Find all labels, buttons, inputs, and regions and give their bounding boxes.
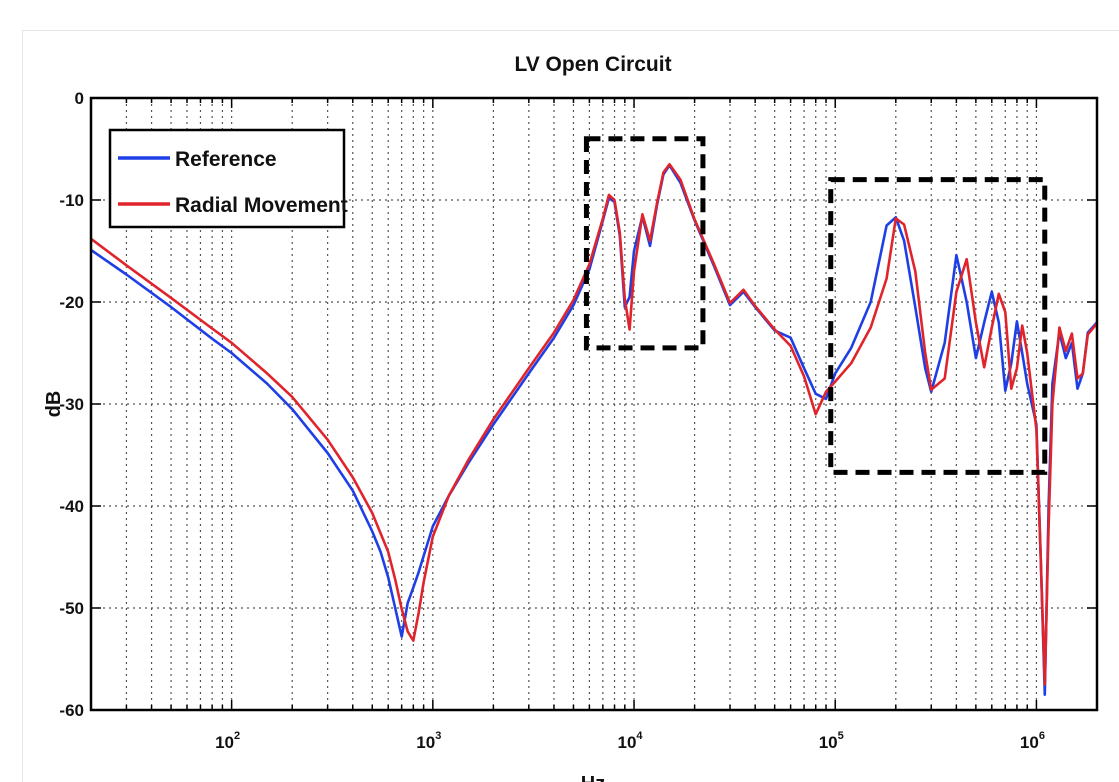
y-tick-label: -30	[59, 395, 84, 414]
tick-marks	[90, 97, 1098, 711]
y-tick-label: -20	[59, 293, 84, 312]
y-tick-label: 0	[75, 89, 84, 108]
x-tick-label: 103	[416, 730, 441, 752]
legend-box	[108, 128, 346, 229]
y-axis-label: dB	[43, 391, 65, 418]
series-line-radial-movement	[90, 163, 1099, 686]
x-axis-label: Hz	[581, 773, 605, 782]
y-tick-label: -10	[59, 191, 84, 210]
y-tick-label: -40	[59, 497, 84, 516]
y-tick-label: -50	[59, 599, 84, 618]
x-tick-label: 102	[215, 730, 240, 752]
x-tick-label: 104	[618, 730, 644, 752]
legend-label-reference: Reference	[175, 148, 277, 171]
y-tick-labels: 0 -10 -20 -30 -40 -50 -60	[59, 89, 84, 720]
chart-title: LV Open Circuit	[514, 53, 671, 76]
figure-frame	[22, 30, 1119, 782]
annotation-dashed-box	[583, 136, 706, 351]
x-tick-labels: 102 103 104 105 106	[215, 730, 1045, 752]
series-layer	[90, 163, 1099, 697]
annotation-layer	[583, 136, 1048, 475]
y-tick-label: -60	[59, 701, 84, 720]
legend: Reference Radial Movement	[108, 128, 348, 229]
legend-label-radial-movement: Radial Movement	[175, 194, 348, 217]
x-tick-label: 105	[819, 730, 844, 752]
annotation-dashed-box	[828, 177, 1048, 475]
grid-lines	[90, 97, 1098, 711]
x-tick-label: 106	[1020, 730, 1045, 752]
